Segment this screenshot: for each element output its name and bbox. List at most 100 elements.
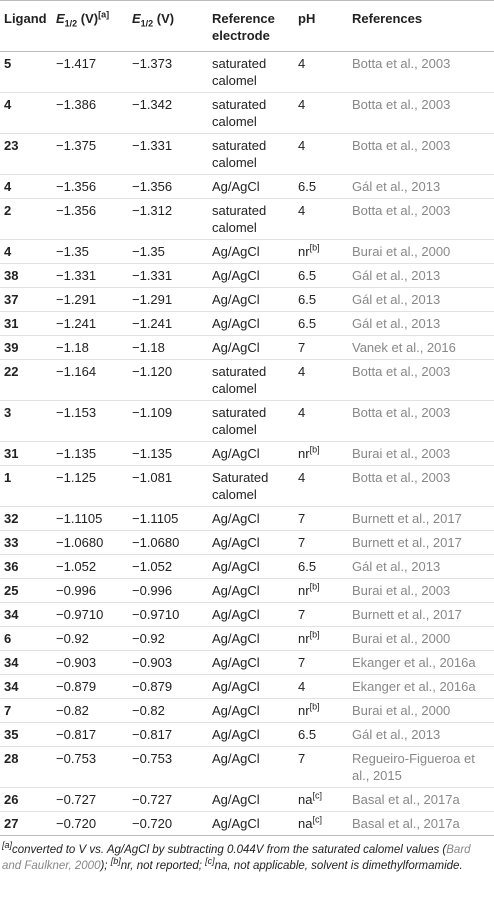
table-row: 34 −0.9710 −0.9710 Ag/AgCl 7 Burnett et al., … — [0, 602, 494, 627]
electrode-cell: Ag/AgCl — [208, 626, 294, 651]
electrode-cell: saturated calomel — [208, 198, 294, 240]
potential-cell: −1.081 — [128, 465, 208, 507]
electrode-cell: Ag/AgCl — [208, 650, 294, 675]
table-header: Ligand E1/2 (V)[a] E1/2 (V) Reference elect… — [0, 0, 494, 52]
ligand-cell: 6 — [0, 626, 52, 651]
reference-cell: Botta et al., 2003 — [348, 51, 494, 93]
potential-cell: −1.331 — [128, 133, 208, 175]
header-note: [a] — [98, 9, 110, 20]
ligand-cell: 4 — [0, 239, 52, 264]
potential-cell: −1.241 — [128, 311, 208, 336]
ligand-cell: 2 — [0, 198, 52, 240]
potential-cell: −1.375 — [52, 133, 128, 175]
table-row: 39 −1.18 −1.18 Ag/AgCl 7 Vanek et al., 2016 — [0, 335, 494, 360]
potential-cell: −1.331 — [52, 263, 128, 288]
ligand-cell: 37 — [0, 287, 52, 312]
potential-cell: −0.9710 — [128, 602, 208, 627]
table-row: 32 −1.1105 −1.1105 Ag/AgCl 7 Burnett et al., … — [0, 506, 494, 531]
electrode-cell: Ag/AgCl — [208, 441, 294, 466]
electrode-cell: saturated calomel — [208, 51, 294, 93]
potential-cell: −1.291 — [52, 287, 128, 312]
ligand-cell: 34 — [0, 602, 52, 627]
potential-cell: −0.903 — [52, 650, 128, 675]
table-body: 5 −1.417 −1.373 saturated calomel 4 Botta et … — [0, 51, 494, 836]
ph-value: 6.5 — [298, 179, 317, 194]
potential-cell: −1.342 — [128, 92, 208, 134]
table-row: 33 −1.0680 −1.0680 Ag/AgCl 7 Burnett et al., … — [0, 530, 494, 555]
electrode-cell: Ag/AgCl — [208, 174, 294, 199]
reference-cell: Gál et al., 2013 — [348, 722, 494, 747]
potential-cell: −0.753 — [52, 746, 128, 788]
electrode-cell: Ag/AgCl — [208, 311, 294, 336]
table-row: 38 −1.331 −1.331 Ag/AgCl 6.5 Gál et al., 2013 — [0, 263, 494, 288]
ph-cell: 6.5 — [294, 174, 348, 199]
reference-cell: Gál et al., 2013 — [348, 311, 494, 336]
potential-cell: −1.356 — [52, 174, 128, 199]
reference-cell: Burnett et al., 2017 — [348, 506, 494, 531]
ph-value: 7 — [298, 655, 306, 670]
ph-cell: 6.5 — [294, 311, 348, 336]
ligand-cell: 34 — [0, 650, 52, 675]
ph-cell: 4 — [294, 674, 348, 699]
ligand-cell: 32 — [0, 506, 52, 531]
potential-cell: −1.35 — [128, 239, 208, 264]
table-row: 2 −1.356 −1.312 saturated calomel 4 Botta et … — [0, 198, 494, 240]
ph-cell: 7 — [294, 506, 348, 531]
ph-cell: 4 — [294, 92, 348, 134]
potential-cell: −0.9710 — [52, 602, 128, 627]
ph-cell: nr[b] — [294, 578, 348, 603]
ph-value: 6.5 — [298, 268, 317, 283]
reference-cell: Burai et al., 2000 — [348, 239, 494, 264]
footnote-link[interactable]: Bard and Faulkner, 2000 — [2, 844, 471, 872]
electrode-cell: saturated calomel — [208, 359, 294, 401]
potential-cell: −0.817 — [52, 722, 128, 747]
ph-note: [b] — [309, 581, 320, 592]
ph-value: 4 — [298, 364, 306, 379]
potential-cell: −1.1105 — [52, 506, 128, 531]
reference-cell: Botta et al., 2003 — [348, 400, 494, 442]
potential-cell: −1.109 — [128, 400, 208, 442]
ph-cell: 7 — [294, 530, 348, 555]
ligand-cell: 36 — [0, 554, 52, 579]
electrode-cell: saturated calomel — [208, 133, 294, 175]
reference-cell: Gál et al., 2013 — [348, 287, 494, 312]
reference-cell: Gál et al., 2013 — [348, 174, 494, 199]
ph-value: 7 — [298, 535, 306, 550]
header-subscript: 1/2 — [140, 18, 154, 29]
ph-value: nr — [298, 583, 310, 598]
reference-cell: Burai et al., 2000 — [348, 626, 494, 651]
potential-cell: −1.35 — [52, 239, 128, 264]
ligand-cell: 31 — [0, 441, 52, 466]
reference-cell: Botta et al., 2003 — [348, 198, 494, 240]
ph-value: nr — [298, 703, 310, 718]
electrode-cell: Ag/AgCl — [208, 698, 294, 723]
electrode-cell: Ag/AgCl — [208, 506, 294, 531]
ph-value: 4 — [298, 679, 306, 694]
footnote-marker: [c] — [205, 856, 215, 867]
ph-value: 6.5 — [298, 559, 317, 574]
table-row: 35 −0.817 −0.817 Ag/AgCl 6.5 Gál et al., 2013 — [0, 722, 494, 747]
potential-cell: −1.0680 — [52, 530, 128, 555]
ph-cell: 4 — [294, 359, 348, 401]
ligand-cell: 4 — [0, 92, 52, 134]
potential-cell: −0.720 — [56, 816, 97, 831]
footnote: [a]converted to V vs. Ag/AgCl by subtrac… — [0, 836, 494, 874]
ph-value: nr — [298, 244, 310, 259]
ligand-cell: 4 — [0, 174, 52, 199]
ph-value: 6.5 — [298, 727, 317, 742]
reference-cell: Gál et al., 2013 — [348, 554, 494, 579]
header-symbol: E — [56, 11, 65, 26]
table-row: 31 −1.241 −1.241 Ag/AgCl 6.5 Gál et al., 2013 — [0, 311, 494, 336]
electrode-cell: Ag/AgCl — [208, 530, 294, 555]
ligand-cell: 34 — [0, 674, 52, 699]
electrode-cell: Ag/AgCl — [212, 816, 260, 831]
ph-value: 4 — [298, 56, 306, 71]
table-row: 6 −0.92 −0.92 Ag/AgCl nr[b] Burai et al., 200… — [0, 626, 494, 651]
reference-cell: Burai et al., 2003 — [348, 441, 494, 466]
electrode-cell: Ag/AgCl — [208, 554, 294, 579]
ph-cell: 4 — [294, 198, 348, 240]
header-subscript: 1/2 — [64, 18, 78, 29]
ligand-cell: 31 — [0, 311, 52, 336]
ph-cell: na[c] — [294, 812, 348, 836]
